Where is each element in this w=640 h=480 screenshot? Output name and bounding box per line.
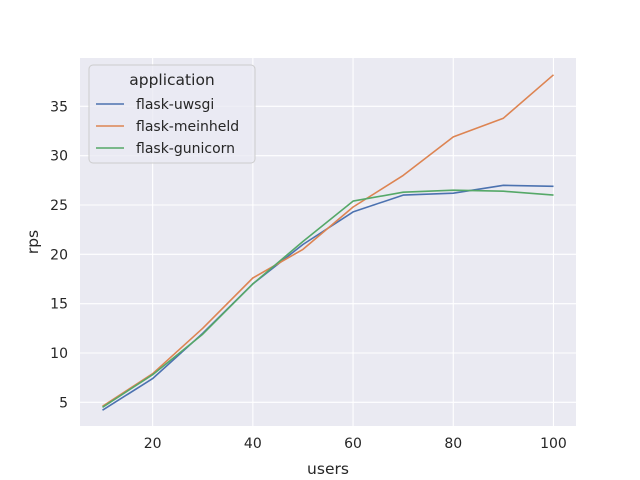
x-tick-label: 60: [344, 436, 362, 452]
y-tick-label: 5: [59, 395, 68, 411]
x-tick-label: 100: [540, 436, 567, 452]
y-tick-label: 15: [50, 297, 68, 313]
legend-label: flask-meinheld: [136, 119, 239, 135]
x-tick-label: 40: [244, 436, 262, 452]
y-tick-label: 10: [50, 346, 68, 362]
x-tick-label: 80: [444, 436, 462, 452]
series-line-flask-gunicorn: [102, 189, 554, 408]
legend-title: application: [129, 71, 215, 89]
grid-lines: [80, 58, 576, 426]
legend-items: flask-uwsgi flask-meinheld flask-gunicorn: [96, 97, 239, 157]
tick-labels: 20 40 60 80 100 5 10 15 20 25 30 35: [50, 99, 567, 452]
y-tick-label: 20: [50, 247, 68, 263]
x-axis-label: users: [307, 460, 349, 478]
y-axis-label: rps: [24, 230, 42, 254]
y-tick-label: 35: [50, 99, 68, 115]
series-line-flask-meinheld: [102, 74, 555, 407]
series-lines: [102, 74, 555, 411]
legend-label: flask-gunicorn: [136, 141, 235, 157]
y-tick-label: 25: [50, 198, 68, 214]
y-tick-label: 30: [50, 149, 68, 165]
legend: application flask-uwsgiflask-meinheldfla…: [88, 64, 256, 164]
legend-box: [88, 64, 256, 164]
x-tick-label: 20: [144, 436, 162, 452]
legend-label: flask-uwsgi: [136, 97, 214, 113]
